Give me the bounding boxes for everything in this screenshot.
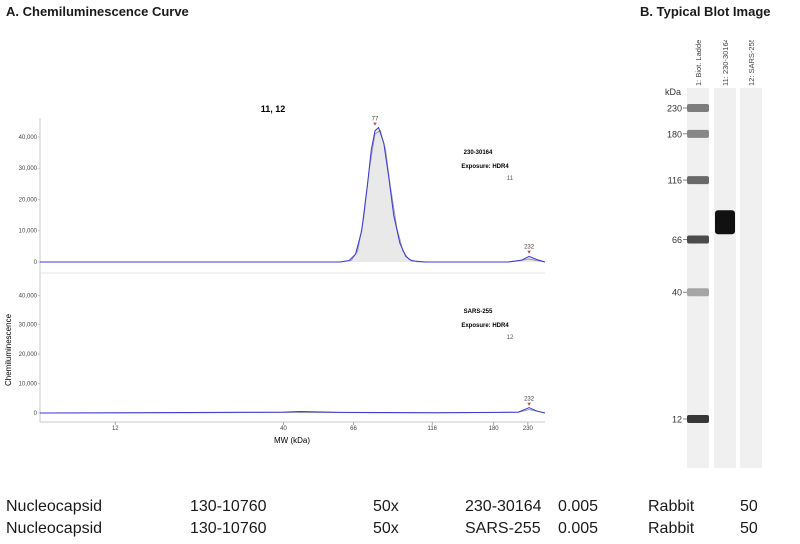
antibody-cell: 230-30164 [465, 498, 542, 515]
y-tick-label: 10,000 [19, 382, 38, 388]
peak-label: 77 [372, 117, 379, 123]
concentration-cell: 0.005 [558, 520, 599, 537]
ladder-band [687, 288, 709, 297]
dilution-cell: 50x [373, 520, 399, 537]
blot-lane [714, 88, 736, 468]
y-tick-label: 30,000 [19, 323, 38, 329]
y-tick-label: 40,000 [19, 293, 38, 299]
host-cell: Rabbit [648, 520, 695, 537]
series-line [39, 407, 546, 414]
panel-b-title: B. Typical Blot Image [640, 4, 771, 19]
kda-header: kDa [665, 87, 681, 97]
y-tick-label: 0 [34, 260, 38, 266]
peak-fill-area [40, 127, 545, 262]
y-tick-label: 40,000 [19, 135, 38, 141]
y-tick-label: 20,000 [19, 197, 38, 203]
dilution-cell: 50x [373, 498, 399, 515]
value-cell: 50 [740, 498, 758, 515]
ladder-band [687, 235, 709, 244]
blot-lane [740, 88, 762, 468]
y-tick-label: 10,000 [19, 229, 38, 235]
marker-label: 180 [667, 129, 682, 139]
y-tick-label: 20,000 [19, 352, 38, 358]
ladder-band [687, 104, 709, 112]
marker-label: 66 [672, 235, 682, 245]
peak-label: 232 [524, 245, 535, 251]
x-tick-label: 116 [427, 426, 437, 432]
peak-marker [527, 250, 531, 254]
x-tick-label: 66 [350, 426, 357, 432]
chemiluminescence-chart: 11, 12 Chemiluminescence 12 40 66 116 180 230 MW… [4, 104, 546, 445]
ladder-band [687, 176, 709, 185]
antibody-cell: SARS-255 [465, 520, 541, 537]
marker-label: 40 [672, 288, 682, 298]
y-axis-label: Chemiluminescence [4, 313, 13, 386]
panel-antibody-label: SARS-255 [464, 309, 493, 315]
lane-label: 11: 230-30164 [721, 40, 730, 86]
y-tick-label: 0 [34, 411, 38, 417]
peak-marker [527, 402, 531, 406]
y-tick-label: 30,000 [19, 166, 38, 172]
catalog-cell: 130-10760 [190, 520, 267, 537]
concentration-cell: 0.005 [558, 498, 599, 515]
series-line [40, 126, 546, 263]
blot-lane [687, 88, 709, 468]
protein-cell: Nucleocapsid [6, 498, 103, 515]
panel-exposure-label: Exposure: HDR4 [461, 323, 509, 329]
protein-cell: Nucleocapsid [6, 520, 103, 537]
table-row: Nucleocapsid 130-10760 50x 230-30164 0.0… [0, 498, 800, 520]
x-tick-label: 180 [489, 426, 500, 432]
lane-label: 1: Biot. Ladder [694, 40, 703, 86]
lane-label: 12: SARS-255 [747, 40, 756, 86]
blot-image: kDa 1: Biot. Ladder 11: 230-30164 12: SARS-… [665, 40, 762, 468]
x-tick-label: 40 [280, 426, 287, 432]
panel-a-title: A. Chemiluminescence Curve [6, 4, 189, 19]
ladder-band [687, 129, 709, 138]
chart-title: 11, 12 [261, 104, 286, 114]
peak-marker [373, 122, 377, 126]
host-cell: Rabbit [648, 498, 695, 515]
marker-label: 116 [668, 176, 682, 186]
marker-label: 230 [667, 104, 682, 114]
x-axis-label: MW (kDa) [274, 436, 310, 445]
sample-band [715, 210, 735, 235]
table-row: Nucleocapsid 130-10760 50x SARS-255 0.00… [0, 520, 800, 542]
x-tick-label: 12 [112, 426, 119, 432]
panel-lane-label: 11 [507, 176, 514, 182]
value-cell: 50 [740, 520, 758, 537]
panel-antibody-label: 230-30164 [464, 150, 493, 156]
peak-label: 232 [524, 397, 535, 403]
ladder-band [687, 415, 709, 423]
panel-exposure-label: Exposure: HDR4 [461, 164, 509, 170]
catalog-cell: 130-10760 [190, 498, 267, 515]
marker-label: 12 [672, 415, 682, 425]
panel-lane-label: 12 [507, 335, 514, 341]
x-tick-label: 230 [523, 426, 534, 432]
